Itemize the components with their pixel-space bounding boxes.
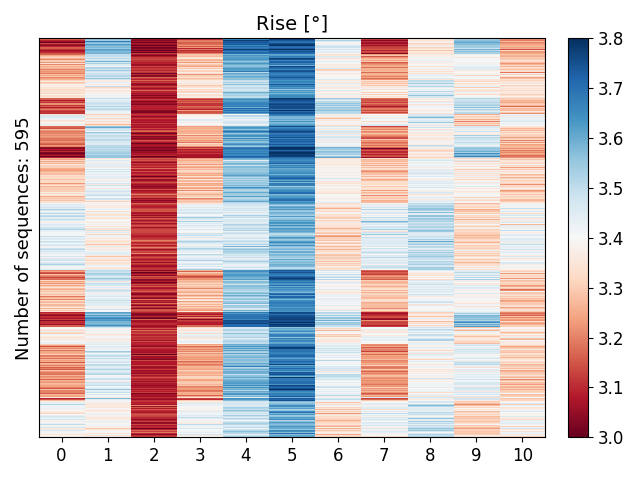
Title: Rise [°]: Rise [°] — [256, 15, 328, 34]
Y-axis label: Number of sequences: 595: Number of sequences: 595 — [15, 116, 33, 360]
